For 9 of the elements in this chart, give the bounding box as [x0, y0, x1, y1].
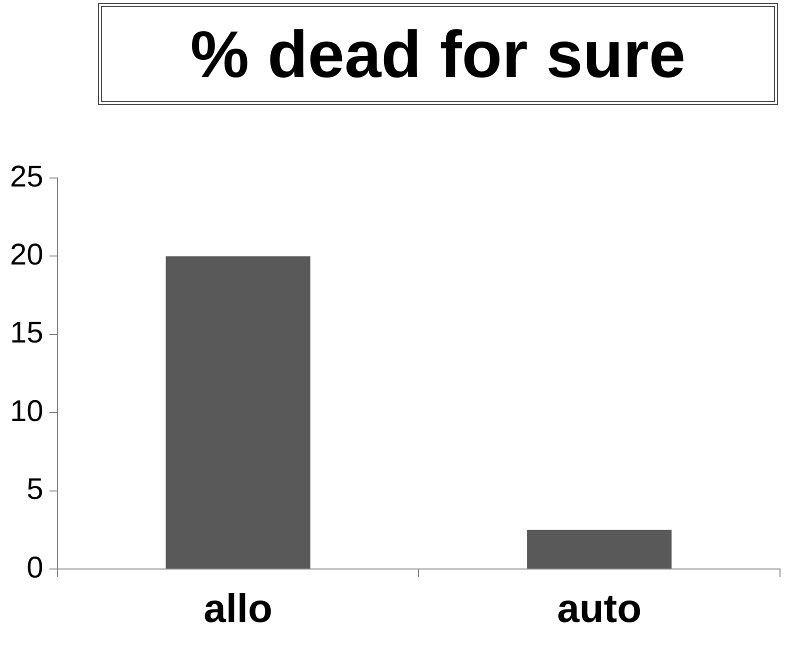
- x-tick-label: auto: [557, 587, 642, 632]
- y-tick-label: 15: [10, 316, 44, 350]
- chart-title: % dead for sure: [98, 3, 778, 105]
- y-tick-label: 25: [10, 160, 44, 194]
- y-tick-label: 5: [26, 473, 44, 506]
- y-tick-label: 10: [10, 394, 44, 428]
- y-tick-label: 0: [26, 551, 44, 584]
- y-tick-label: 20: [10, 238, 44, 272]
- x-tick-label: allo: [204, 587, 272, 632]
